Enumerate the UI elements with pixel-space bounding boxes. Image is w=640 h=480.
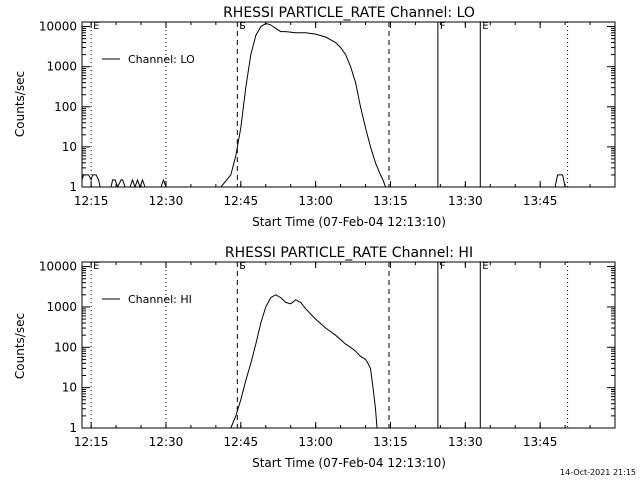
- event-marker-label: E: [482, 21, 488, 32]
- plot-frame: [81, 21, 616, 188]
- x-tick-label: 13:15: [373, 194, 408, 208]
- x-axis-label: Start Time (07-Feb-04 12:13:10): [252, 456, 446, 470]
- x-tick-label: 12:30: [149, 194, 184, 208]
- chart-title: RHESSI PARTICLE_RATE Channel: HI: [225, 245, 473, 261]
- x-tick-label: 13:30: [448, 435, 483, 449]
- chart-title: RHESSI PARTICLE_RATE Channel: LO: [223, 5, 475, 21]
- event-marker-label: S: [239, 261, 245, 272]
- x-tick-label: 13:30: [448, 194, 483, 208]
- y-tick-label: 1: [69, 421, 77, 435]
- x-tick-label: 13:00: [298, 435, 333, 449]
- y-tick-label: 10: [62, 140, 77, 154]
- x-tick-label: 12:15: [74, 435, 109, 449]
- event-marker-label: F: [440, 21, 446, 32]
- x-tick-label: 13:15: [373, 435, 408, 449]
- legend-label: Channel: HI: [128, 293, 192, 306]
- x-axis-label: Start Time (07-Feb-04 12:13:10): [252, 215, 446, 229]
- y-tick-label: 1000: [46, 60, 77, 74]
- x-tick-label: 12:45: [224, 194, 259, 208]
- x-tick-label: 12:30: [149, 435, 184, 449]
- y-tick-label: 10000: [39, 20, 77, 34]
- event-marker-label: E: [93, 21, 99, 32]
- x-tick-label: 13:00: [298, 194, 333, 208]
- plot-area: 12:15 12:30 12:45 13:00 13:15 13:30 13:45 1 10 10…: [39, 20, 615, 208]
- y-tick-label: 1000: [46, 300, 77, 314]
- event-marker-label: E: [93, 261, 99, 272]
- x-tick-label: 13:45: [523, 194, 558, 208]
- plot-area: 12:15 12:30 12:45 13:00 13:15 13:30 13:45 1 10 10…: [39, 260, 615, 449]
- y-axis-label: Counts/sec: [13, 313, 27, 379]
- event-marker-label: F: [440, 261, 446, 272]
- event-marker-label: S: [239, 21, 245, 32]
- x-tick-label: 12:15: [74, 194, 109, 208]
- y-tick-label: 1: [69, 180, 77, 194]
- y-axis-label: Counts/sec: [13, 71, 27, 137]
- x-tick-label: 12:45: [224, 435, 259, 449]
- panel-lo: RHESSI PARTICLE_RATE Channel: LO 12:15 12…: [13, 5, 616, 229]
- x-tick-label: 13:45: [523, 435, 558, 449]
- plot-frame: [81, 261, 616, 429]
- y-tick-label: 100: [54, 100, 77, 114]
- series-line: [230, 294, 378, 429]
- y-tick-label: 10000: [39, 260, 77, 274]
- y-tick-label: 10: [62, 381, 77, 395]
- event-marker-label: E: [482, 261, 488, 272]
- panel-hi: RHESSI PARTICLE_RATE Channel: HI 12:15 12…: [13, 245, 616, 470]
- legend-label: Channel: LO: [128, 53, 195, 66]
- y-tick-label: 100: [54, 340, 77, 354]
- footer-timestamp: 14-Oct-2021 21:15: [560, 468, 636, 477]
- series-line: [81, 22, 566, 189]
